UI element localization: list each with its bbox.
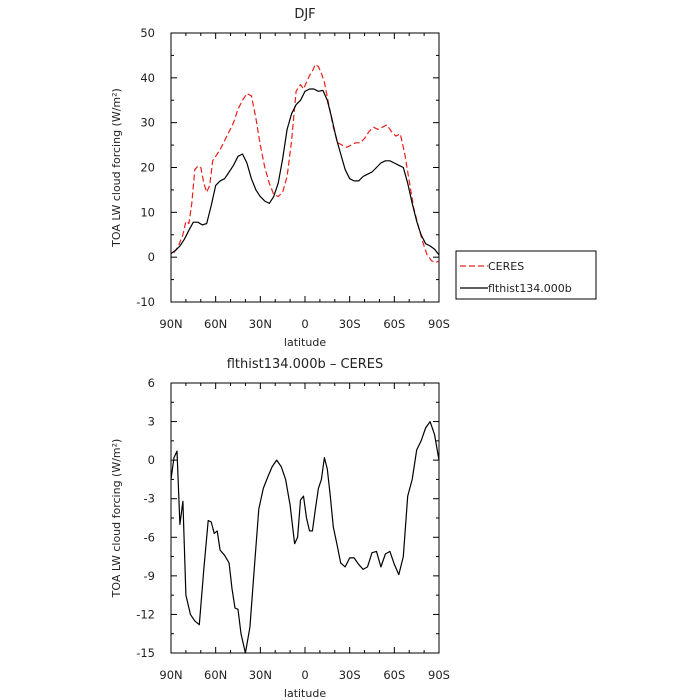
x-axis-label: latitude <box>284 336 326 349</box>
top-panel: DJF 90N 60N 30N 0 30S 60S 90S latitude -10 0 10 20 30… <box>110 7 597 349</box>
bottom-panel: flthist134.000b – CERES 90N 60N 30N 0 30S 60S 9… <box>110 357 450 700</box>
chart-title: flthist134.000b – CERES <box>227 357 384 372</box>
x-tick-label: 60N <box>204 668 227 682</box>
x-tick-label: 30N <box>249 668 272 682</box>
y-tick-label: -10 <box>136 295 155 309</box>
y-tick-label: 10 <box>140 205 155 219</box>
y-tick-label: -9 <box>144 569 155 583</box>
y-tick-label: 20 <box>140 161 155 175</box>
series-line-ceres <box>173 63 440 264</box>
x-tick-label: 60S <box>383 668 405 682</box>
y-tick-label: 0 <box>148 453 155 467</box>
legend-box <box>455 250 597 300</box>
y-tick-label: 0 <box>148 250 155 264</box>
y-tick-label: 3 <box>148 415 155 429</box>
x-tick-label: 0 <box>301 668 308 682</box>
y-axis-label: TOA LW cloud forcing (W/m²) <box>110 88 123 248</box>
x-tick-label: 90N <box>159 668 182 682</box>
y-tick-label: 6 <box>148 376 155 390</box>
y-tick-label: -3 <box>144 492 155 506</box>
x-tick-label: 90N <box>159 317 182 331</box>
y-tick-label: -15 <box>136 646 155 660</box>
chart-title: DJF <box>294 7 315 22</box>
y-tick-label: -6 <box>144 530 155 544</box>
x-tick-label: 90S <box>428 317 450 331</box>
legend: CERES flthist134.000b <box>455 250 597 300</box>
legend-label: flthist134.000b <box>488 282 572 295</box>
x-axis-label: latitude <box>284 687 326 700</box>
x-tick-label: 60S <box>383 317 405 331</box>
y-tick-label: 30 <box>140 116 155 130</box>
y-axis-label: TOA LW cloud forcing (W/m²) <box>110 439 123 599</box>
x-tick-label: 30S <box>339 668 361 682</box>
series-line-flthist134-000b <box>170 88 440 256</box>
x-tick-label: 0 <box>301 317 308 331</box>
series-line-difference <box>170 421 440 654</box>
plot-frame <box>170 382 440 654</box>
plot-frame <box>170 32 440 303</box>
x-tick-label: 90S <box>428 668 450 682</box>
y-tick-label: -12 <box>136 607 155 621</box>
y-tick-label: 40 <box>140 71 155 85</box>
x-tick-label: 60N <box>204 317 227 331</box>
legend-label: CERES <box>488 260 524 273</box>
y-tick-label: 50 <box>140 26 155 40</box>
x-tick-label: 30N <box>249 317 272 331</box>
x-tick-label: 30S <box>339 317 361 331</box>
